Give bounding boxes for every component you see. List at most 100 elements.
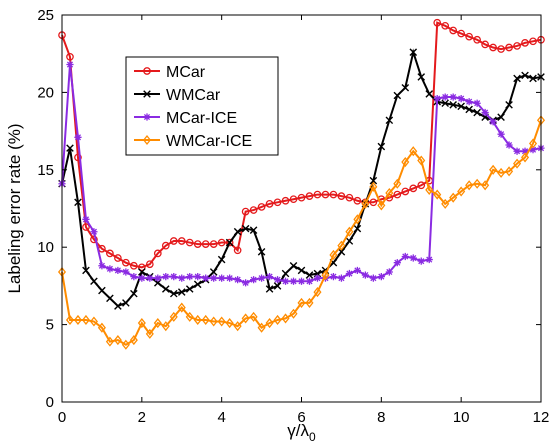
marker-diamond xyxy=(145,328,154,339)
data-point xyxy=(265,318,274,329)
data-point xyxy=(122,268,130,276)
data-point xyxy=(122,258,130,267)
data-point xyxy=(297,266,306,275)
marker-star xyxy=(369,274,377,282)
data-point xyxy=(401,157,410,168)
marker-star xyxy=(154,274,162,282)
marker-circle xyxy=(393,190,402,199)
marker-x xyxy=(465,105,473,114)
data-point xyxy=(122,299,130,307)
marker-circle xyxy=(106,249,114,258)
data-point xyxy=(497,167,506,178)
marker-star xyxy=(337,274,346,282)
marker-circle xyxy=(137,263,146,272)
data-point xyxy=(401,83,410,92)
data-point xyxy=(233,321,242,332)
series-wmcar xyxy=(58,48,545,310)
y-tick-label: 15 xyxy=(37,162,54,179)
marker-star xyxy=(481,108,489,117)
data-point xyxy=(177,288,186,296)
marker-diamond xyxy=(113,335,122,346)
marker-x xyxy=(161,285,170,293)
legend: MCar WMCar MCar-ICE WMCar-ICE xyxy=(125,56,279,156)
marker-circle xyxy=(313,190,322,199)
marker-diamond xyxy=(337,240,346,251)
data-point xyxy=(337,240,346,251)
marker-diamond xyxy=(281,313,290,324)
marker-x xyxy=(385,116,394,125)
marker-x xyxy=(143,90,151,98)
marker-circle xyxy=(169,237,178,245)
legend-marker xyxy=(143,67,151,75)
marker-x xyxy=(281,269,290,278)
data-point xyxy=(513,147,521,155)
data-point xyxy=(114,254,122,262)
data-point xyxy=(505,166,514,177)
data-point xyxy=(249,206,258,214)
data-point xyxy=(105,336,114,347)
data-point xyxy=(449,100,457,109)
marker-x xyxy=(169,289,178,298)
marker-diamond xyxy=(353,214,362,225)
data-point xyxy=(257,248,266,256)
x-axis-label-main: γ/λ xyxy=(287,421,309,440)
y-tick-label: 10 xyxy=(37,239,54,256)
marker-x xyxy=(289,261,298,270)
marker-star xyxy=(186,273,194,281)
marker-circle xyxy=(529,37,537,46)
marker-circle xyxy=(273,198,282,207)
marker-circle xyxy=(337,192,346,200)
legend-marker xyxy=(142,134,152,146)
data-point xyxy=(297,193,306,202)
data-point xyxy=(441,99,449,108)
marker-diamond xyxy=(273,314,282,325)
data-point xyxy=(178,274,186,282)
marker-diamond xyxy=(417,155,426,166)
marker-x xyxy=(217,255,226,264)
marker-star xyxy=(143,113,151,121)
data-point xyxy=(529,37,537,46)
y-tick-label: 0 xyxy=(46,394,54,411)
data-point xyxy=(425,184,434,195)
data-point xyxy=(121,339,130,350)
marker-circle xyxy=(114,254,122,262)
marker-circle xyxy=(90,235,98,244)
marker-x xyxy=(225,238,234,247)
marker-star xyxy=(473,99,481,107)
data-point xyxy=(345,193,354,202)
marker-circle xyxy=(465,32,473,41)
marker-circle xyxy=(225,238,234,247)
marker-x xyxy=(393,91,402,100)
marker-diamond xyxy=(217,316,226,327)
y-tick-label: 25 xyxy=(37,7,54,24)
marker-x xyxy=(265,285,274,293)
data-point xyxy=(521,71,529,80)
marker-x xyxy=(441,99,449,108)
marker-x xyxy=(82,266,90,275)
marker-diamond xyxy=(73,314,82,325)
marker-diamond xyxy=(345,226,354,237)
marker-star xyxy=(178,274,186,282)
marker-star xyxy=(242,279,250,287)
data-point xyxy=(234,276,242,284)
data-point xyxy=(138,274,146,282)
data-point xyxy=(73,314,82,325)
data-point xyxy=(130,273,138,281)
marker-diamond xyxy=(425,184,434,195)
data-point xyxy=(353,214,362,225)
data-point xyxy=(106,265,114,273)
marker-diamond xyxy=(289,308,298,319)
marker-diamond xyxy=(161,321,170,332)
marker-diamond xyxy=(193,314,202,325)
marker-star xyxy=(305,277,314,285)
data-point xyxy=(401,252,409,261)
data-point xyxy=(441,198,450,209)
data-point xyxy=(528,138,538,149)
data-point xyxy=(65,314,75,325)
data-point xyxy=(329,190,338,199)
data-point xyxy=(250,276,258,284)
marker-star xyxy=(106,265,114,273)
marker-circle xyxy=(289,195,298,204)
data-point xyxy=(441,93,449,101)
marker-diamond xyxy=(201,314,210,325)
